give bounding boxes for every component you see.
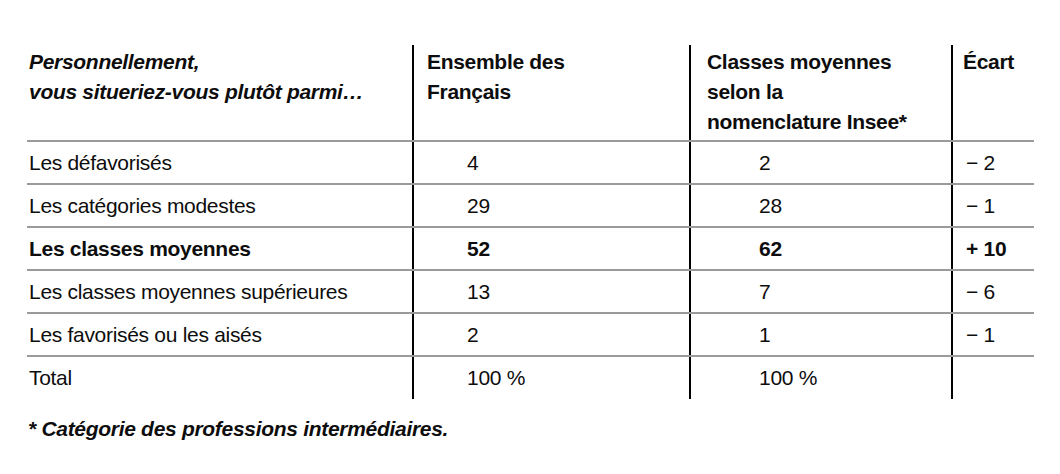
question-header: Personnellement, vous situeriez-vous plu…: [27, 45, 413, 141]
column-header-ecart-label: Écart: [963, 47, 1034, 77]
table-row: Les classes moyennes supérieures 13 7 − …: [27, 270, 1034, 313]
column-header-ensemble-label: Ensemble des Français: [427, 47, 642, 107]
row-label: Les favorisés ou les aisés: [27, 313, 413, 356]
row-label: Les classes moyennes: [27, 227, 413, 270]
ecart-value: [952, 356, 1034, 399]
ecart-value: + 10: [952, 227, 1034, 270]
row-label: Les défavorisés: [27, 141, 413, 184]
insee-value: 2: [690, 141, 952, 184]
table-row: Les défavorisés 4 2 − 2: [27, 141, 1034, 184]
footnote: * Catégorie des professions intermédiair…: [27, 417, 1060, 441]
document-page: Personnellement, vous situeriez-vous plu…: [0, 0, 1060, 474]
row-label: Les classes moyennes supérieures: [27, 270, 413, 313]
ecart-value: − 1: [952, 184, 1034, 227]
insee-value: 7: [690, 270, 952, 313]
table-row: Les catégories modestes 29 28 − 1: [27, 184, 1034, 227]
column-header-insee-label: Classes moyennes selon la nomenclature I…: [707, 47, 922, 137]
question-line-2: vous situeriez-vous plutôt parmi…: [29, 77, 412, 107]
ecart-value: − 2: [952, 141, 1034, 184]
row-label: Total: [27, 356, 413, 399]
ensemble-value: 52: [413, 227, 690, 270]
ensemble-value: 13: [413, 270, 690, 313]
ensemble-value: 4: [413, 141, 690, 184]
ensemble-value: 29: [413, 184, 690, 227]
insee-value: 1: [690, 313, 952, 356]
survey-table: Personnellement, vous situeriez-vous plu…: [27, 45, 1034, 399]
column-header-ensemble: Ensemble des Français: [413, 45, 690, 141]
column-header-insee: Classes moyennes selon la nomenclature I…: [690, 45, 952, 141]
question-line-1: Personnellement,: [29, 47, 412, 77]
table-row-total: Total 100 % 100 %: [27, 356, 1034, 399]
row-label: Les catégories modestes: [27, 184, 413, 227]
ensemble-value: 2: [413, 313, 690, 356]
insee-value: 62: [690, 227, 952, 270]
header-row: Personnellement, vous situeriez-vous plu…: [27, 45, 1034, 141]
insee-value: 28: [690, 184, 952, 227]
column-header-ecart: Écart: [952, 45, 1034, 141]
ecart-value: − 6: [952, 270, 1034, 313]
table-row-highlighted: Les classes moyennes 52 62 + 10: [27, 227, 1034, 270]
ecart-value: − 1: [952, 313, 1034, 356]
insee-value: 100 %: [690, 356, 952, 399]
ensemble-value: 100 %: [413, 356, 690, 399]
table-row: Les favorisés ou les aisés 2 1 − 1: [27, 313, 1034, 356]
